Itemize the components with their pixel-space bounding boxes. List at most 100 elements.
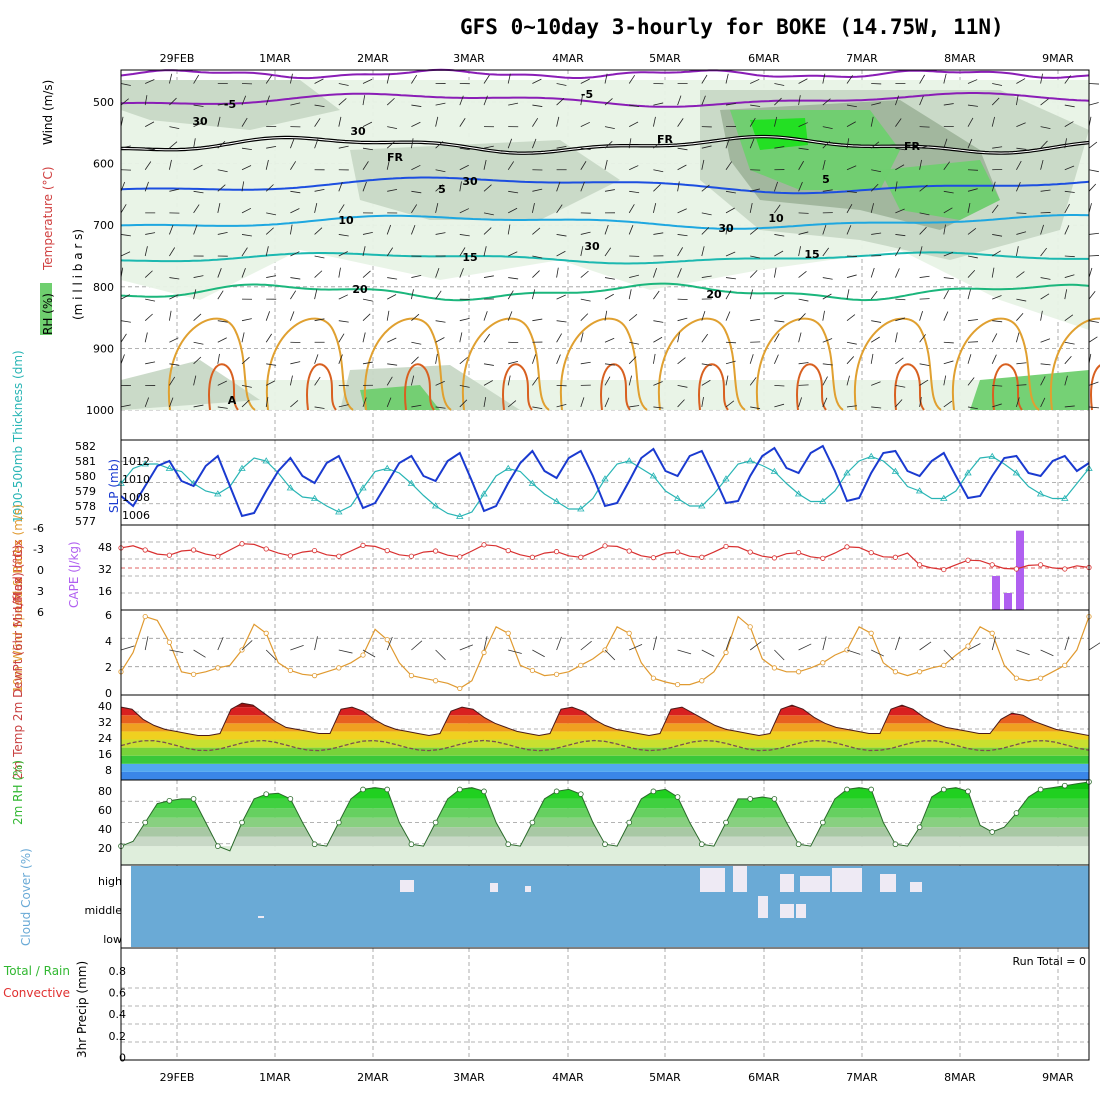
wind-barb (604, 73, 608, 84)
rh2m-marker (602, 841, 608, 848)
wind10m-line-marker (578, 662, 584, 668)
wind-barb (338, 404, 349, 408)
wind-barb (943, 277, 954, 280)
wind-barb (483, 74, 490, 84)
wind-barb (798, 397, 802, 408)
wind-barb (943, 161, 951, 170)
wind-barb (677, 208, 687, 214)
wind-barb (314, 188, 325, 192)
wind10m-barb (508, 649, 522, 654)
rh2m-marker (263, 791, 270, 797)
day-label-top: 3MAR (453, 52, 485, 65)
wind-barb (677, 332, 680, 343)
temp-contour-30 (208, 363, 239, 411)
wind-barb (556, 320, 567, 323)
thickness-line-marker (891, 467, 900, 474)
contour-label: 5 (438, 183, 446, 196)
wind-barb (314, 78, 324, 84)
wind-barb (967, 354, 972, 364)
wind-barb (435, 184, 444, 192)
lifted-index-line-marker (1062, 566, 1068, 572)
wind10m-barb (386, 636, 393, 651)
thickness-line-marker (552, 497, 561, 504)
wind-barb (217, 116, 221, 127)
fill-layer (121, 80, 1089, 947)
lifted-index-line-marker (553, 549, 560, 555)
wind-barb (846, 165, 857, 171)
wind-barb (822, 293, 832, 300)
wind-barb (991, 333, 998, 343)
wind-barb (992, 234, 1003, 237)
thickness-line-marker (1012, 469, 1021, 476)
wind10m-line-marker (215, 665, 221, 671)
thickness-tick: 579 (75, 485, 96, 498)
cloud-gap (832, 868, 862, 892)
wind-barb (120, 333, 127, 343)
wind-barb (991, 97, 1000, 106)
wind-barb (314, 104, 325, 108)
wind-barb (266, 145, 277, 149)
wind-barb (1040, 310, 1043, 321)
wind-barb (169, 159, 172, 170)
wind-barb (338, 320, 349, 323)
wind-barb (193, 375, 197, 386)
wind-barb (290, 161, 297, 170)
wind-barb (846, 375, 850, 386)
wind-barb (532, 227, 541, 235)
wind-barb (483, 246, 487, 257)
wind-barb (507, 161, 515, 170)
thickness-line-marker (262, 457, 270, 464)
wind-barb (386, 159, 390, 170)
wind-barb (653, 381, 663, 386)
wind-barb (677, 247, 683, 257)
wind-barb (241, 399, 250, 408)
cloud-gap (780, 904, 794, 918)
wind10m-line-marker (650, 675, 657, 681)
cloud-gap (796, 904, 806, 918)
wind-barb (604, 159, 608, 170)
wind-barb (507, 290, 514, 300)
lifted-index-line-marker (360, 542, 366, 549)
lifted-index-line-marker (916, 562, 923, 568)
wind-barb (822, 376, 828, 386)
cloud-gap (758, 896, 768, 918)
wind-barb (169, 247, 176, 257)
wind-barb (387, 126, 398, 130)
wind-barb (169, 97, 177, 106)
thickness-line-marker (214, 490, 222, 497)
wind-barb (798, 78, 808, 84)
wind-barb (701, 311, 706, 321)
wind10m-barb (725, 636, 731, 651)
temp-contour-25 (559, 317, 648, 411)
wind-barb (459, 181, 462, 192)
rh2m-marker (166, 797, 173, 804)
wind10m-barb (556, 636, 562, 651)
wind-barb (290, 400, 299, 408)
wind-barb (604, 224, 609, 235)
wind-barb (1088, 255, 1100, 257)
pressure-tick: 1000 (86, 404, 114, 417)
wind-barb (895, 317, 906, 322)
wind10m-barb (629, 644, 643, 651)
temp-band (121, 703, 1089, 708)
wind-barb (193, 138, 196, 149)
wind-barb (604, 126, 615, 130)
wind-barb (822, 126, 833, 130)
rh2m-marker (311, 841, 318, 848)
day-label-bottom: 3MAR (453, 1071, 485, 1084)
precip-tick: 0.4 (109, 1008, 127, 1021)
wind-barb (507, 73, 511, 84)
wind-barb (193, 122, 203, 128)
rh2m-marker (553, 788, 560, 795)
wind-barb (290, 361, 301, 365)
wind-barb (1088, 291, 1096, 300)
wind-barb (774, 97, 782, 106)
wind-barb (604, 189, 615, 192)
wind-barb (967, 138, 973, 149)
wind10m-line-marker (916, 669, 923, 675)
wind-barb (411, 204, 418, 214)
wind-barb (411, 224, 416, 235)
wind-barb (1016, 122, 1026, 128)
wind-barb (725, 224, 729, 235)
wind-barb (750, 78, 760, 84)
